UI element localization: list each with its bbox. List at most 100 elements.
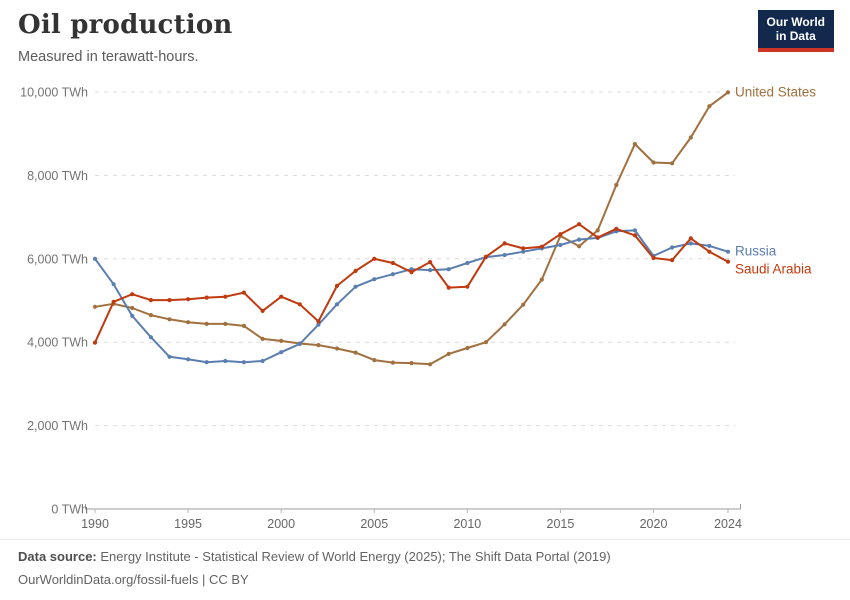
series-point-saudi-arabia xyxy=(130,292,135,297)
series-point-united-states xyxy=(614,182,619,188)
series-point-saudi-arabia xyxy=(148,298,153,303)
series-point-saudi-arabia xyxy=(595,235,600,240)
series-point-saudi-arabia xyxy=(390,260,395,266)
y-tick-label: 6,000 TWh xyxy=(27,252,88,266)
y-tick-label: 2,000 TWh xyxy=(27,419,88,433)
series-point-saudi-arabia xyxy=(409,270,414,275)
series-point-russia xyxy=(130,313,135,318)
series-point-saudi-arabia xyxy=(334,283,340,288)
series-point-united-states xyxy=(651,160,656,165)
series-point-russia xyxy=(632,228,638,233)
series-point-saudi-arabia xyxy=(539,244,544,249)
y-tick-label: 0 TWh xyxy=(51,503,88,517)
series-point-russia xyxy=(428,268,433,273)
series-point-russia xyxy=(111,282,116,287)
owid-logo[interactable]: Our World in Data xyxy=(757,10,834,52)
owid-logo-line1: Our World xyxy=(766,15,825,29)
series-line-united-states xyxy=(94,91,729,366)
series-point-russia xyxy=(372,277,377,282)
y-tick-label: 8,000 TWh xyxy=(27,169,88,183)
series-point-russia xyxy=(223,358,228,364)
series-point-united-states xyxy=(521,302,526,307)
x-tick-label: 2015 xyxy=(547,517,575,531)
x-tick-label: 2024 xyxy=(714,517,742,531)
series-point-united-states xyxy=(279,338,284,343)
series-point-saudi-arabia xyxy=(502,241,507,246)
series-point-saudi-arabia xyxy=(465,284,470,289)
series-point-saudi-arabia xyxy=(316,319,321,324)
series-point-united-states xyxy=(539,277,544,282)
series-point-united-states xyxy=(670,161,675,166)
series-point-united-states xyxy=(577,244,582,249)
series-point-saudi-arabia xyxy=(483,254,489,259)
series-point-united-states xyxy=(353,350,358,355)
series-label-russia: Russia xyxy=(735,244,777,259)
data-source-line: Data source: Energy Institute - Statisti… xyxy=(18,548,850,567)
series-point-united-states xyxy=(725,90,731,95)
series-point-saudi-arabia xyxy=(223,294,228,299)
series-point-united-states xyxy=(409,361,414,366)
series-point-saudi-arabia xyxy=(297,302,302,307)
series-point-saudi-arabia xyxy=(614,226,619,231)
series-point-russia xyxy=(725,249,731,254)
series-point-russia xyxy=(502,252,507,258)
series-point-russia xyxy=(148,335,153,340)
series-point-saudi-arabia xyxy=(111,299,116,304)
series-point-saudi-arabia xyxy=(353,268,358,273)
series-label-united-states: United States xyxy=(735,84,816,99)
series-point-saudi-arabia xyxy=(186,297,191,302)
series-point-russia xyxy=(446,267,451,272)
series-point-russia xyxy=(521,249,526,254)
x-tick-label: 2010 xyxy=(453,517,481,531)
series-point-united-states xyxy=(688,135,693,140)
series-point-saudi-arabia xyxy=(260,308,265,313)
series-line-saudi-arabia xyxy=(94,223,729,344)
x-tick-label: 1990 xyxy=(81,517,109,531)
series-point-saudi-arabia xyxy=(92,340,98,345)
series-point-russia xyxy=(409,267,414,272)
series-point-saudi-arabia xyxy=(651,255,656,261)
series-point-united-states xyxy=(483,340,489,345)
series-point-united-states xyxy=(92,304,98,309)
data-source-text: Energy Institute - Statistical Review of… xyxy=(96,549,611,564)
series-point-united-states xyxy=(390,360,395,365)
series-point-saudi-arabia xyxy=(558,232,563,237)
series-point-united-states xyxy=(204,321,209,326)
series-point-united-states xyxy=(372,358,377,363)
series-point-russia xyxy=(707,243,712,248)
series-point-united-states xyxy=(595,228,600,233)
series-point-united-states xyxy=(260,336,265,341)
series-point-russia xyxy=(297,341,302,346)
chart-footer: Data source: Energy Institute - Statisti… xyxy=(0,539,850,594)
license-line: OurWorldinData.org/fossil-fuels | CC BY xyxy=(18,571,249,587)
series-point-saudi-arabia xyxy=(446,285,451,290)
series-point-saudi-arabia xyxy=(428,260,433,265)
page-title: Oil production xyxy=(18,10,233,40)
x-tick-label: 2020 xyxy=(640,517,668,531)
series-point-united-states xyxy=(241,323,246,328)
series-point-russia xyxy=(260,358,265,364)
series-point-saudi-arabia xyxy=(241,290,246,295)
series-point-united-states xyxy=(148,313,153,318)
series-point-russia xyxy=(688,241,693,246)
y-tick-label: 4,000 TWh xyxy=(27,336,88,350)
series-point-russia xyxy=(334,302,340,307)
series-point-russia xyxy=(390,272,395,277)
series-point-russia xyxy=(316,322,321,327)
owid-logo-line2: in Data xyxy=(775,29,816,44)
y-tick-label: 10,000 TWh xyxy=(20,86,88,100)
series-point-russia xyxy=(241,360,246,365)
series-point-saudi-arabia xyxy=(372,256,377,261)
series-point-russia xyxy=(577,237,582,242)
series-point-russia xyxy=(186,357,191,362)
page-subtitle: Measured in terawatt-hours. xyxy=(18,49,199,65)
series-point-united-states xyxy=(334,346,340,351)
series-point-russia xyxy=(670,245,675,250)
series-point-united-states xyxy=(130,305,135,311)
series-point-united-states xyxy=(167,317,172,322)
series-point-united-states xyxy=(446,351,451,356)
series-point-saudi-arabia xyxy=(204,295,209,300)
series-point-saudi-arabia xyxy=(707,249,712,254)
